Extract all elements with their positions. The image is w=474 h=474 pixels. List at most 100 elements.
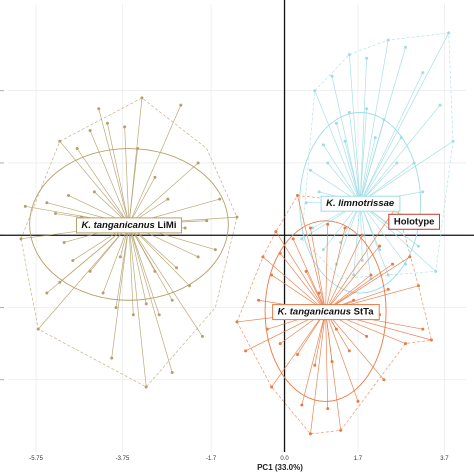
point-2-20 — [304, 269, 308, 273]
groups-layer — [19, 31, 455, 436]
point-0-22 — [136, 147, 140, 151]
confidence-ellipse-0 — [29, 148, 229, 301]
point-2-32 — [404, 342, 408, 346]
point-0-36 — [179, 103, 183, 107]
spoke-0-30 — [128, 224, 173, 373]
point-1-3 — [347, 110, 351, 114]
spoke-0-26 — [76, 148, 130, 225]
point-1-37 — [300, 237, 304, 241]
point-0-29 — [144, 385, 148, 389]
spoke-2-12 — [325, 263, 393, 312]
group-1 — [299, 31, 455, 294]
point-1-20 — [326, 161, 330, 165]
point-0-41 — [45, 291, 49, 295]
group-label-text-0: K. tanganicanus LiMi — [81, 220, 176, 231]
point-0-35 — [97, 107, 101, 111]
group-label-population: StTa — [351, 307, 374, 318]
point-0-42 — [196, 161, 200, 165]
spoke-2-15 — [325, 227, 346, 312]
point-1-7 — [412, 161, 416, 165]
point-2-29 — [326, 407, 330, 411]
point-0-20 — [166, 197, 170, 201]
spoke-0-15 — [128, 224, 190, 287]
point-2-26 — [244, 349, 248, 353]
point-2-3 — [265, 327, 269, 331]
point-1-12 — [386, 273, 390, 277]
spoke-2-27 — [271, 310, 326, 388]
spoke-2-29 — [325, 311, 329, 409]
point-1-32 — [404, 45, 408, 49]
point-0-33 — [218, 197, 222, 201]
point-1-17 — [311, 226, 315, 230]
spoke-0-29 — [128, 224, 147, 388]
point-2-21 — [317, 291, 321, 295]
group-label-population: LiMi — [155, 220, 177, 231]
point-1-35 — [451, 139, 455, 143]
spoke-0-34 — [128, 97, 143, 225]
spoke-2-37 — [325, 206, 398, 312]
zero-axes — [0, 0, 474, 452]
point-1-23 — [395, 161, 399, 165]
spoke-2-30 — [325, 310, 359, 402]
point-0-14 — [170, 298, 174, 302]
point-0-40 — [235, 215, 239, 219]
group-label-2: K. tanganicanus StTa — [272, 304, 380, 321]
group-label-box-2 — [272, 304, 380, 321]
spoke-0-23 — [124, 126, 130, 225]
point-1-36 — [434, 269, 438, 273]
spoke-0-28 — [111, 224, 130, 359]
point-0-44 — [153, 269, 157, 273]
spoke-1-39 — [359, 32, 450, 203]
point-2-16 — [326, 222, 330, 226]
spoke-0-36 — [128, 105, 182, 225]
point-0-0 — [45, 201, 49, 205]
point-2-35 — [416, 284, 420, 288]
spoke-0-21 — [128, 177, 156, 225]
point-2-9 — [365, 334, 369, 338]
spoke-1-1 — [323, 144, 361, 203]
point-0-26 — [75, 147, 79, 151]
point-0-19 — [205, 219, 209, 223]
point-2-1 — [270, 273, 274, 277]
group-label-genus: K. tanganicanus — [278, 307, 351, 318]
group-label-genus: K. limnotrissae — [326, 198, 395, 209]
point-0-1 — [54, 212, 58, 216]
point-2-2 — [257, 298, 261, 302]
point-2-36 — [408, 255, 412, 259]
spoke-2-40 — [325, 311, 342, 431]
spoke-1-32 — [359, 47, 406, 203]
spoke-2-41 — [310, 311, 326, 434]
point-0-32 — [213, 248, 217, 252]
spoke-2-38 — [297, 195, 326, 312]
point-2-13 — [378, 244, 382, 248]
group-labels: K. tanganicanus LiMi K. limnotrissae K. ta… — [75, 195, 440, 321]
point-2-11 — [386, 287, 390, 291]
annotation-0: Holotype — [388, 213, 440, 230]
point-2-41 — [308, 432, 312, 436]
spoke-1-6 — [359, 137, 402, 203]
group-label-text-1: K. limnotrissae — [326, 198, 395, 209]
spoke-1-29 — [348, 54, 361, 203]
point-0-13 — [157, 313, 161, 317]
point-1-21 — [343, 139, 347, 143]
spoke-0-37 — [59, 141, 130, 225]
x-tick-label-0: -5.75 — [29, 456, 43, 462]
point-1-38 — [360, 259, 364, 263]
point-1-18 — [304, 201, 308, 205]
point-0-11 — [131, 313, 135, 317]
spoke-2-0 — [262, 256, 326, 312]
point-2-6 — [313, 363, 317, 367]
spoke-0-27 — [37, 224, 130, 330]
spoke-2-39 — [275, 231, 326, 312]
spoke-1-13 — [359, 202, 372, 279]
point-1-5 — [382, 118, 386, 122]
spoke-0-12 — [128, 224, 147, 304]
spoke-2-6 — [314, 311, 326, 366]
spoke-0-11 — [128, 224, 134, 315]
point-1-28 — [330, 74, 334, 78]
point-0-43 — [118, 255, 122, 259]
point-2-28 — [300, 403, 304, 407]
spoke-1-33 — [359, 72, 424, 203]
point-0-10 — [114, 305, 118, 309]
